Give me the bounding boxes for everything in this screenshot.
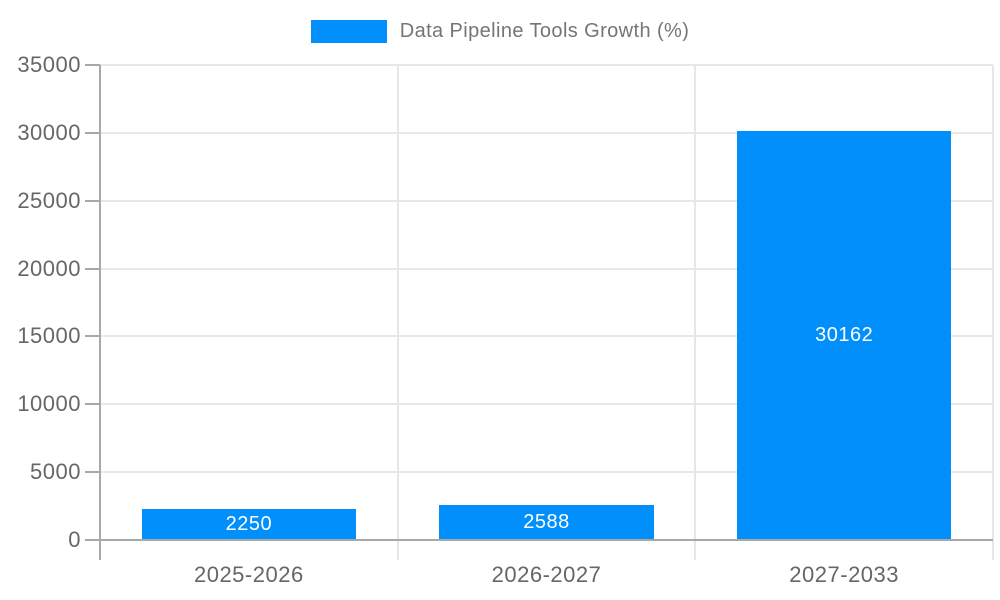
chart-legend[interactable]: Data Pipeline Tools Growth (%) — [0, 19, 1000, 43]
gridline-horizontal — [100, 64, 993, 66]
y-axis-label: 10000 — [17, 391, 81, 417]
gridline-vertical — [992, 65, 994, 560]
bar-value-label: 30162 — [815, 323, 874, 346]
bar-2025-2026[interactable]: 2250 — [141, 509, 356, 540]
x-axis-line — [100, 539, 993, 541]
bar-value-label: 2588 — [523, 510, 570, 533]
y-axis-label: 15000 — [17, 323, 81, 349]
gridline-horizontal — [100, 471, 993, 474]
y-axis-label: 5000 — [30, 459, 81, 485]
bar-2026-2027[interactable]: 2588 — [439, 504, 654, 540]
legend-label: Data Pipeline Tools Growth (%) — [399, 19, 690, 42]
y-axis-tick — [85, 403, 100, 406]
legend-marker — [310, 19, 387, 43]
y-axis-label: 25000 — [17, 187, 81, 213]
y-axis-label: 20000 — [17, 255, 81, 281]
bar-2027-2033[interactable]: 30162 — [737, 130, 952, 540]
y-axis-tick — [85, 267, 100, 270]
y-axis-line — [99, 65, 101, 560]
gridline-horizontal — [100, 335, 993, 338]
gridline-horizontal — [100, 267, 993, 270]
gridline-horizontal — [100, 403, 993, 406]
gridline-vertical — [694, 65, 697, 560]
y-axis-tick — [85, 539, 100, 541]
y-axis-label: 30000 — [17, 119, 81, 145]
y-axis-tick — [85, 471, 100, 474]
bar-value-label: 2250 — [225, 513, 273, 536]
y-axis-tick — [85, 199, 100, 202]
y-axis-tick — [85, 131, 100, 134]
gridline-vertical — [396, 65, 399, 560]
gridline-horizontal — [100, 199, 993, 202]
x-axis-label: 2027-2033 — [789, 562, 900, 587]
x-axis-label: 2025-2026 — [193, 562, 304, 587]
y-axis-tick — [85, 335, 100, 338]
x-axis-label: 2026-2027 — [491, 562, 602, 587]
gridline-horizontal — [100, 131, 993, 134]
y-axis-label: 0 — [68, 527, 81, 552]
y-axis-tick — [85, 64, 100, 66]
y-axis-label: 35000 — [17, 52, 81, 77]
